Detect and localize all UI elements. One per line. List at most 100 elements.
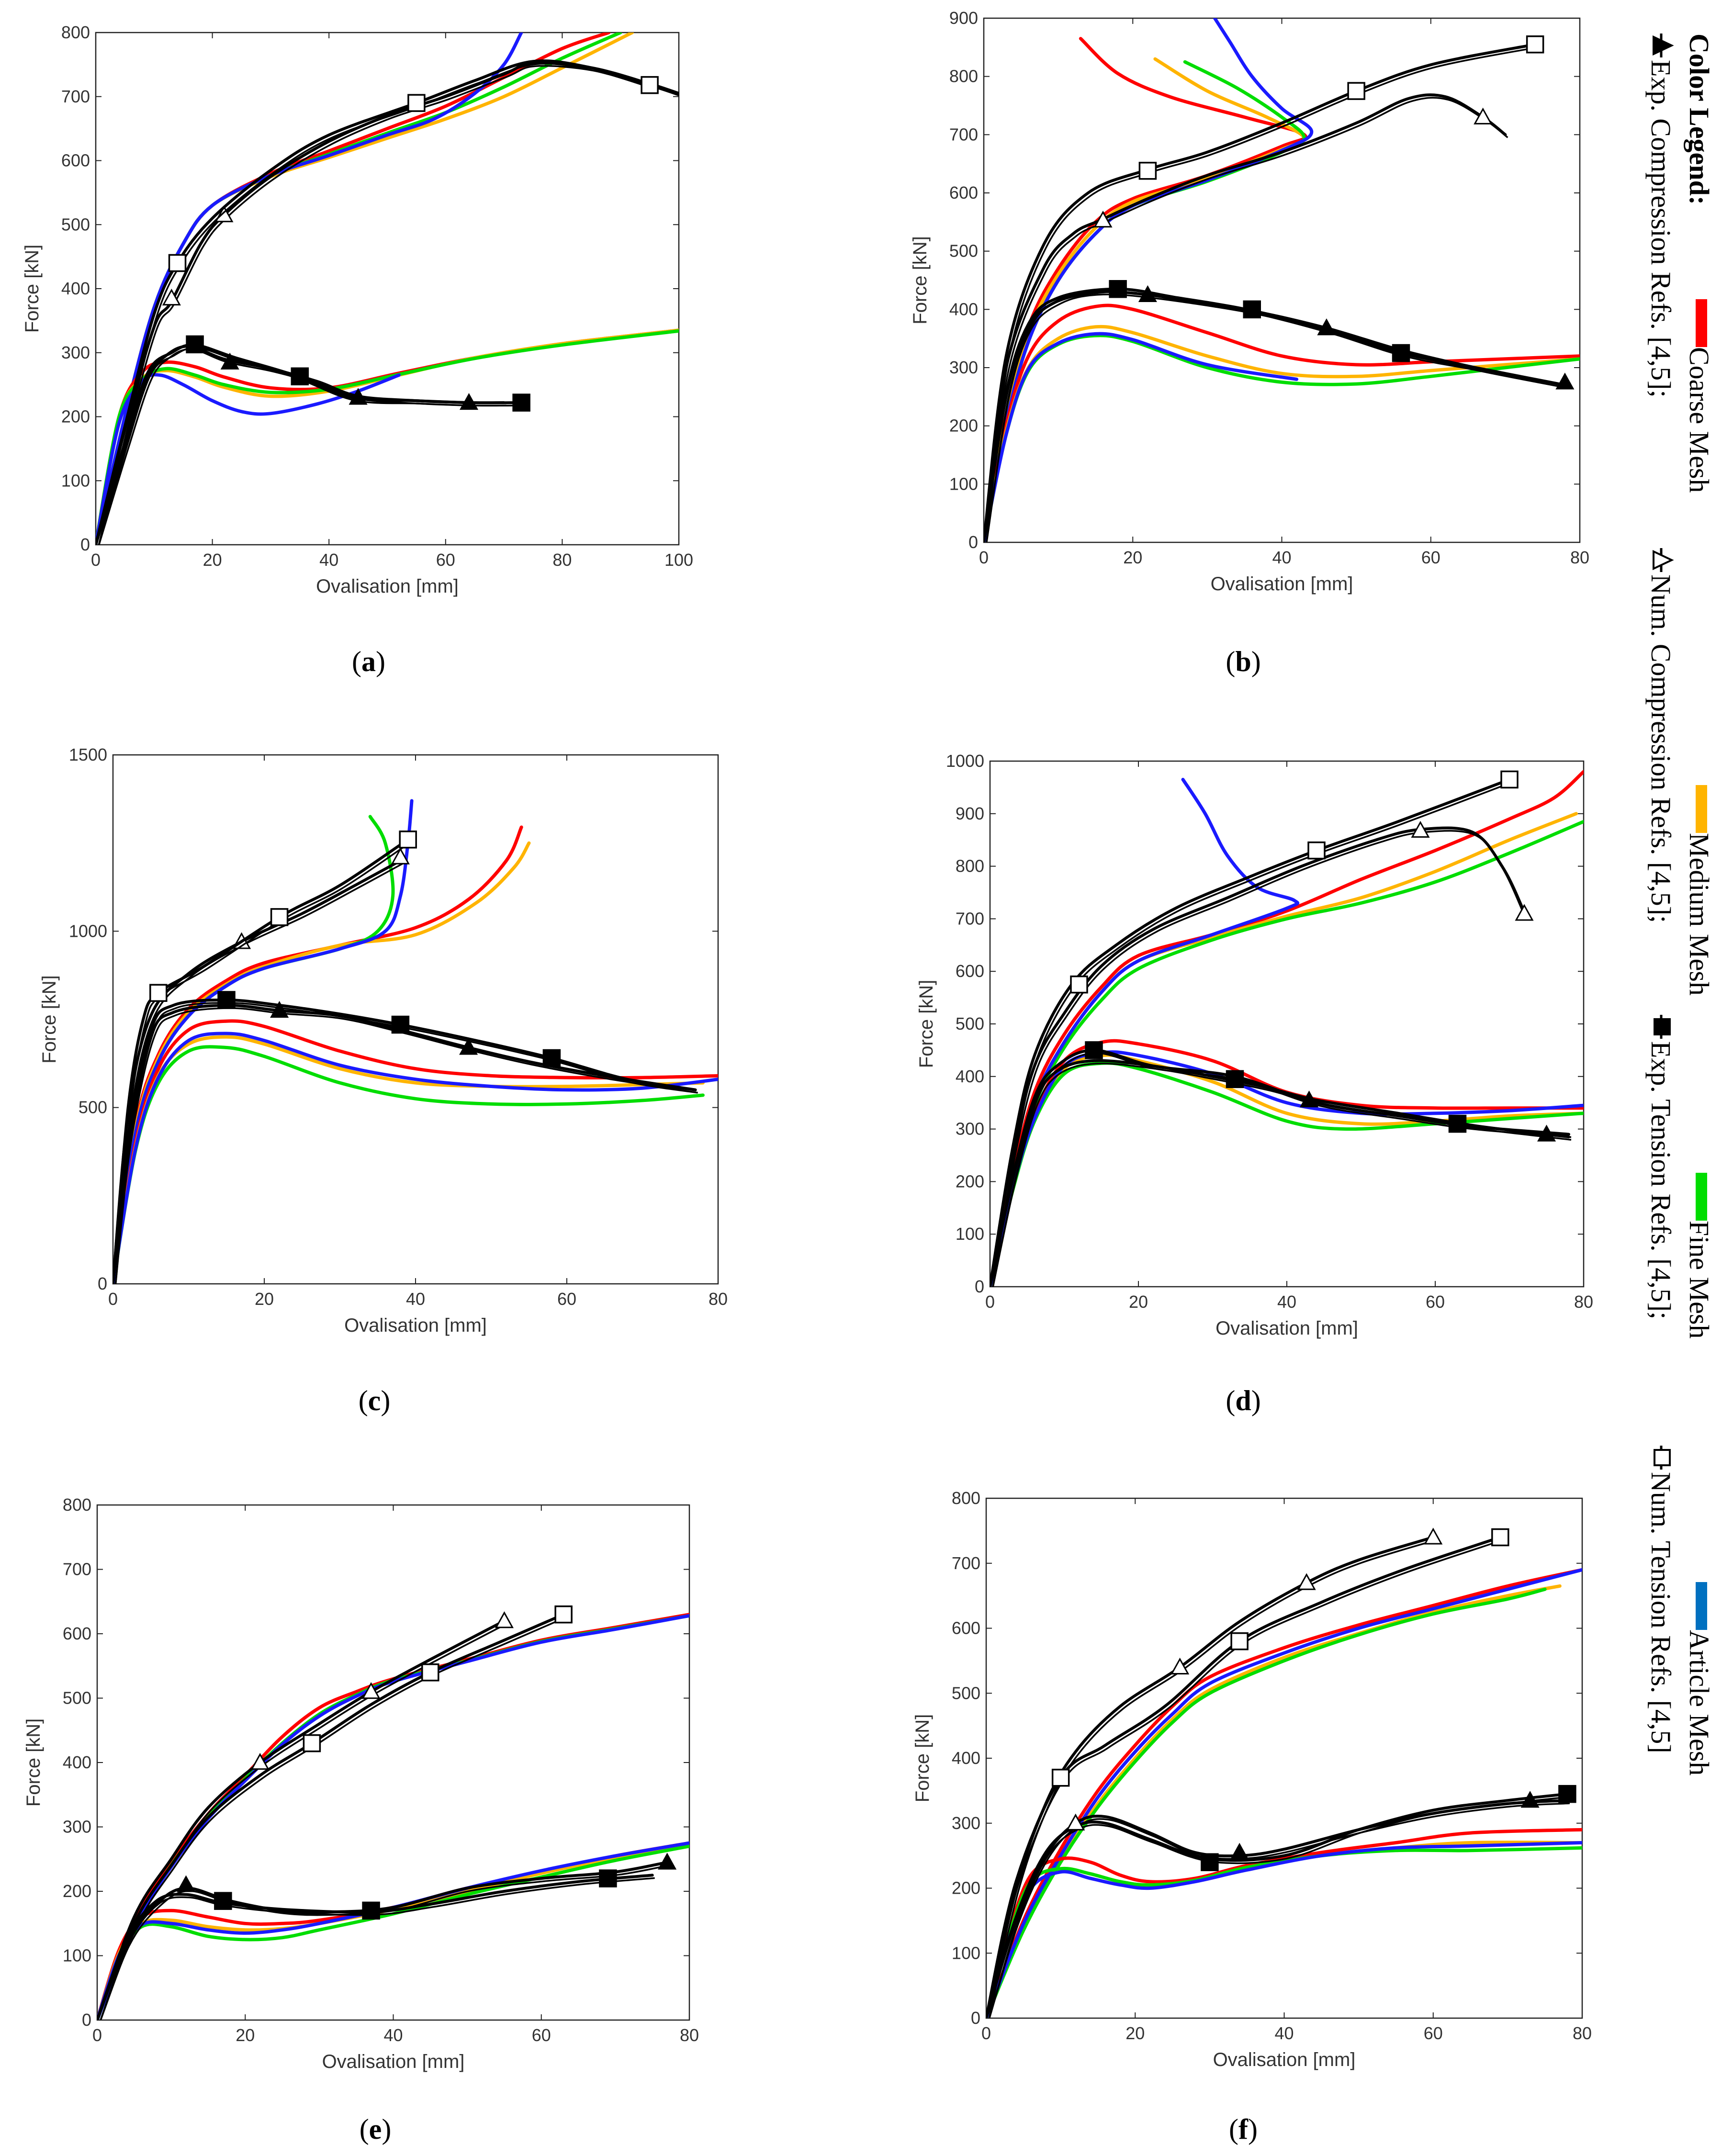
panel-caption-e: (e) (360, 2113, 392, 2145)
y-tick-label: 600 (63, 1624, 91, 1643)
y-tick-label: 800 (949, 67, 978, 86)
x-tick-label: 0 (108, 1289, 118, 1309)
series-marker (270, 908, 289, 926)
y-tick-label: 0 (975, 1277, 984, 1296)
series-marker (214, 1892, 232, 1910)
series-marker (1474, 107, 1493, 124)
y-tick-label: 0 (98, 1274, 107, 1293)
series-marker (1558, 1785, 1576, 1803)
series-line (986, 1587, 1547, 2018)
x-tick-label: 40 (319, 550, 338, 570)
series-marker (1526, 35, 1544, 54)
legend-marker-label: Exp. Tension Refs. [4,5]; (1645, 1041, 1677, 1319)
y-axis-label: Force [kN] (910, 236, 931, 324)
y-axis-label: Force [kN] (916, 980, 937, 1068)
series-line-twin (100, 1617, 566, 2020)
series-line (96, 59, 652, 545)
series-marker (391, 1015, 410, 1034)
y-tick-label: 1000 (946, 751, 984, 771)
caption-close: ) (1248, 2113, 1258, 2145)
legend-title-colon: : (1684, 196, 1715, 205)
x-axis-label: Ovalisation [mm] (322, 2051, 465, 2072)
y-tick-label: 500 (952, 1683, 980, 1703)
caption-letter: b (1235, 646, 1251, 677)
series-line (986, 1792, 1569, 2018)
series-line-twin (985, 97, 1508, 542)
y-axis-label: Force [kN] (23, 1718, 44, 1807)
legend-swatch-article (1696, 1582, 1707, 1630)
series-marker (512, 393, 530, 412)
series-group-a (96, 33, 679, 545)
series-marker (149, 984, 168, 1002)
panel-caption-f: (f) (1229, 2113, 1258, 2145)
caption-open: ( (1229, 2113, 1238, 2145)
y-tick-label: 600 (949, 183, 978, 202)
series-line (113, 1032, 718, 1284)
series-marker (217, 991, 236, 1009)
x-tick-label: 40 (1272, 548, 1291, 567)
series-marker (162, 288, 181, 306)
y-tick-label: 400 (63, 1752, 91, 1772)
x-tick-label: 0 (91, 550, 101, 570)
series-marker (214, 205, 234, 223)
y-axis-label: Force [kN] (39, 975, 60, 1063)
y-tick-label: 300 (956, 1119, 984, 1139)
chart-e: 0 20 40 60 800100200300400500600700800Ovalis… (23, 1495, 699, 2145)
y-tick-label: 1000 (69, 921, 107, 941)
series-line (984, 287, 1566, 542)
series-group-f (986, 1527, 1582, 2018)
y-tick-label: 0 (971, 2008, 980, 2028)
legend-marker-label: Num. Tension Refs. [4,5] (1645, 1472, 1677, 1753)
legend-marker-label: Exp. Compression Refs. [4,5]; (1645, 60, 1677, 398)
series-line (984, 18, 1314, 542)
y-tick-label: 500 (79, 1098, 107, 1117)
series-line (986, 1536, 1502, 2018)
legend-marker-filled-square (1654, 1018, 1671, 1035)
series-line (984, 332, 1299, 542)
series-marker (186, 335, 204, 354)
series-marker (250, 1752, 270, 1770)
y-tick-label: 100 (956, 1224, 984, 1244)
y-tick-label: 600 (61, 151, 90, 170)
y-tick-label: 200 (949, 416, 978, 436)
y-tick-label: 0 (82, 2010, 91, 2030)
series-marker (361, 1682, 381, 1699)
chart-c: 0 20 40 60 80 0 500 1000 1500 Ovalisation [mm] For… (39, 745, 728, 1416)
series-marker (1226, 1070, 1244, 1089)
series-marker (1307, 841, 1326, 860)
series-line-twin (985, 46, 1538, 542)
panel-caption-c: (c) (359, 1385, 391, 1416)
y-tick-label: 500 (956, 1014, 984, 1033)
y-axis-label: Force [kN] (22, 245, 43, 333)
series-group-b (984, 18, 1580, 542)
series-marker (399, 831, 417, 849)
series-line-twin (98, 65, 679, 545)
series-line (986, 1828, 1582, 2018)
series-marker (554, 1605, 573, 1624)
series-line (990, 778, 1511, 1287)
x-tick-label: 20 (1125, 2023, 1145, 2043)
x-axis-label: Ovalisation [mm] (1215, 1318, 1358, 1339)
plot-frame-b (983, 17, 1581, 543)
series-marker (220, 352, 239, 370)
x-tick-label: 20 (1129, 1292, 1148, 1312)
series-line (984, 57, 1306, 542)
x-tick-label: 60 (557, 1289, 576, 1309)
y-tick-label: 400 (61, 279, 90, 298)
x-tick-label: 80 (1573, 2023, 1592, 2043)
x-tick-label: 40 (1274, 2023, 1294, 2043)
x-tick-label: 20 (1123, 548, 1142, 567)
y-tick-label: 400 (956, 1067, 984, 1086)
series-marker (421, 1663, 439, 1682)
series-marker (291, 367, 309, 385)
plot-frame-f (985, 1497, 1583, 2019)
series-line-twin (114, 1002, 698, 1284)
series-marker (1093, 211, 1113, 228)
series-marker (1347, 82, 1365, 100)
series-marker (1085, 1041, 1103, 1059)
panel-caption-a: (a) (352, 646, 385, 677)
series-line (984, 93, 1507, 542)
series-marker (1411, 820, 1430, 838)
x-tick-label: 40 (406, 1289, 425, 1309)
